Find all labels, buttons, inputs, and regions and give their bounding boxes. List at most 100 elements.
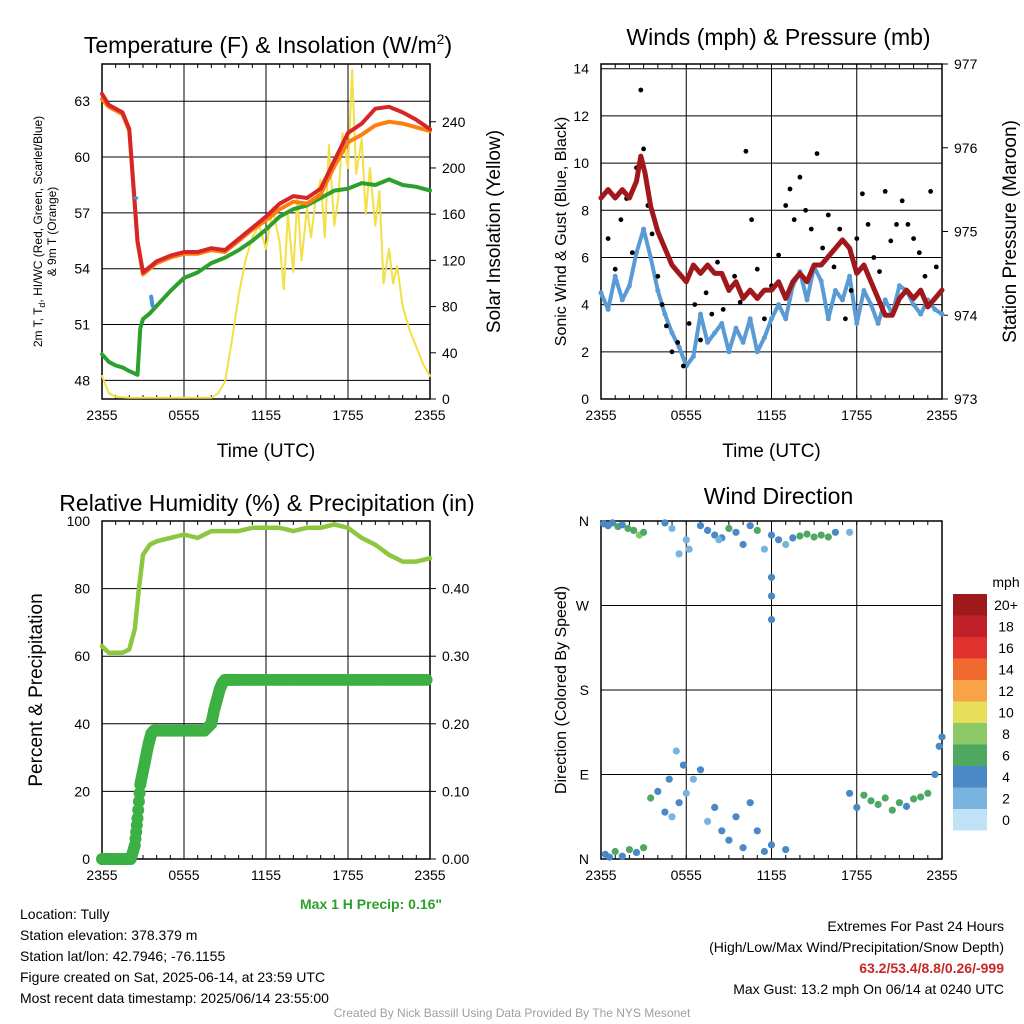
y-tick-label: 40	[74, 716, 90, 732]
x-axis-label: Time (UTC)	[722, 441, 821, 462]
gust-point	[681, 363, 686, 369]
gust-point	[649, 231, 655, 237]
gust-point	[848, 288, 854, 293]
gust-point	[860, 191, 865, 197]
elevation-text: Station elevation: 378.379 m	[20, 927, 198, 943]
direction-point	[760, 545, 769, 553]
title-end: )	[444, 32, 452, 58]
y-right-tick-label: 977	[954, 56, 978, 72]
direction-point	[775, 536, 783, 544]
y-axis-label-line2: & 9m T (Orange)	[45, 187, 59, 277]
gust-point	[715, 259, 720, 265]
sonic-wind-point	[875, 321, 881, 326]
direction-point	[605, 853, 614, 861]
gust-point	[882, 189, 888, 194]
gust-point	[916, 250, 922, 256]
direction-point	[618, 521, 626, 529]
gust-point	[743, 148, 749, 154]
gust-point	[837, 226, 843, 232]
direction-point	[817, 531, 825, 539]
direction-point	[767, 531, 776, 539]
gust-point	[865, 222, 871, 227]
x-axis-label: Time (UTC)	[217, 441, 316, 462]
legend-label: 8	[1002, 726, 1010, 742]
sonic-wind-point	[690, 354, 696, 359]
y-right-tick-label: 0.20	[442, 716, 469, 732]
gust-point	[749, 217, 754, 223]
sonic-wind-point	[783, 316, 789, 322]
gust-point	[732, 273, 737, 279]
y-axis-label: Sonic Wind & Gust (Blue, Black)	[553, 117, 570, 346]
y-right-tick-label: 0.40	[442, 581, 469, 597]
sonic-wind-point	[698, 311, 703, 317]
sonic-wind-point	[626, 283, 632, 289]
legend-label: 16	[998, 640, 1014, 656]
gust-point	[629, 250, 635, 256]
y-tick-label: 48	[74, 372, 90, 388]
temperature-line-3	[100, 177, 432, 377]
sonic-wind-point	[669, 330, 675, 336]
direction-point	[647, 794, 655, 802]
sonic-wind-point	[939, 311, 945, 317]
plot-frame	[101, 520, 431, 860]
y-tick-label: W	[576, 598, 590, 614]
x-tick-label: 2355	[926, 867, 957, 883]
direction-point	[846, 528, 854, 536]
sonic-wind-point	[840, 297, 845, 303]
y-tick-label: 60	[74, 149, 90, 165]
gust-point	[754, 266, 760, 272]
direction-point	[874, 800, 882, 809]
y-tick-label: 10	[573, 155, 589, 171]
direction-point	[682, 789, 690, 797]
y-tick-label: 100	[67, 513, 91, 529]
plot-frame	[600, 63, 943, 400]
sonic-wind-point	[726, 349, 732, 355]
direction-point	[725, 836, 733, 844]
direction-point	[803, 530, 811, 538]
gust-point	[871, 255, 877, 260]
sonic-wind-point	[918, 311, 924, 317]
gust-point	[605, 236, 611, 242]
direction-point	[767, 573, 776, 581]
sonic-wind-point	[868, 302, 874, 308]
direction-point	[704, 817, 712, 826]
gust-point	[669, 349, 675, 355]
y-right-tick-label: 80	[442, 299, 458, 315]
gust-point	[899, 198, 905, 204]
y-right-tick-label: 40	[442, 345, 458, 361]
x-tick-label: 1155	[251, 867, 281, 883]
sonic-wind-point	[769, 316, 774, 322]
direction-point	[924, 789, 932, 797]
y-right-tick-label: 0	[442, 391, 450, 407]
legend-swatch	[953, 637, 987, 659]
legend-swatch	[953, 680, 987, 702]
direction-point	[618, 852, 626, 860]
direction-point	[696, 522, 705, 530]
direction-point	[860, 791, 868, 799]
y-tick-label: 14	[573, 61, 589, 77]
y-tick-label: S	[580, 682, 589, 698]
created-text: Figure created on Sat, 2025-06-14, at 23…	[20, 969, 326, 985]
gust-point	[933, 264, 939, 270]
chart-panel-3: 2355 0555 1155 1755 23550204060801000.000.10…	[67, 513, 470, 883]
direction-point	[668, 813, 676, 821]
x-tick-label: 2355	[585, 407, 616, 423]
gust-point	[854, 236, 860, 242]
extremes-info: Extremes For Past 24 Hours (High/Low/Max…	[709, 916, 1004, 1000]
direction-point	[675, 550, 683, 558]
direction-point	[661, 808, 669, 816]
extremes-title: Extremes For Past 24 Hours	[827, 918, 1004, 934]
chart-panel-2: 2355 0555 1155 1755 235502468101214973974975…	[573, 56, 977, 423]
direction-point	[654, 787, 662, 796]
x-tick-label: 0555	[671, 407, 702, 423]
gust-point	[905, 222, 911, 227]
legend-swatch	[953, 744, 987, 766]
direction-point	[831, 528, 840, 536]
x-tick-label: 2355	[414, 867, 445, 883]
legend-label: 6	[1002, 748, 1010, 764]
y-tick-label: 60	[74, 648, 90, 664]
direction-point	[682, 536, 690, 544]
x-tick-label: 1755	[332, 867, 363, 883]
legend-label: 10	[998, 705, 1014, 721]
sonic-wind-point	[712, 330, 718, 336]
